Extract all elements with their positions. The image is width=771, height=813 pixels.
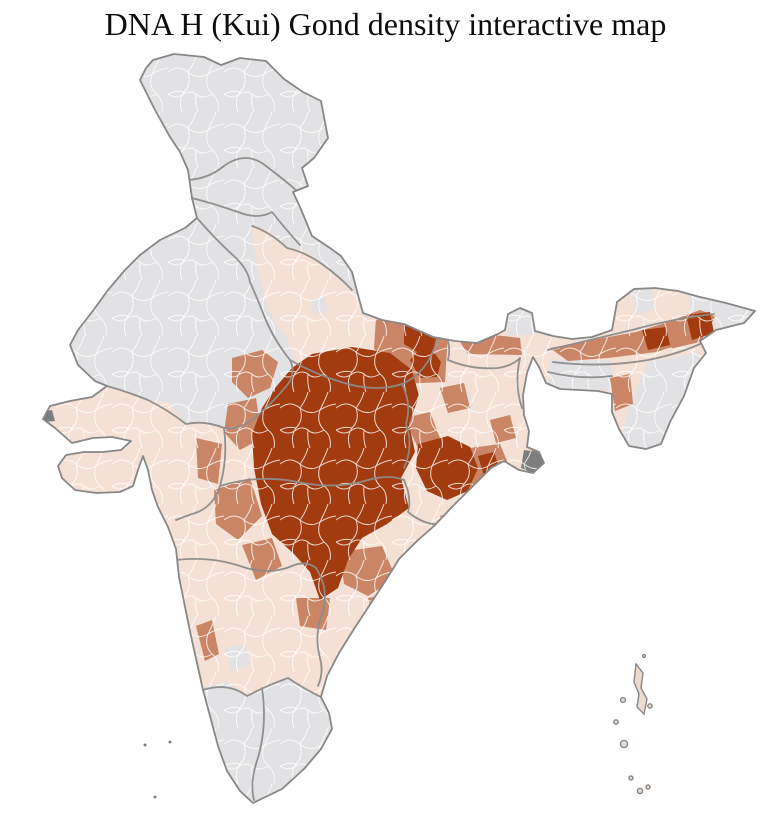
region-north-ap-medium[interactable]: [394, 566, 430, 608]
state-border-kerala-tn: [251, 687, 265, 801]
state-border-uttarakhand-up: [251, 225, 353, 291]
andaman-islet-2[interactable]: [613, 719, 619, 725]
india-outline: [42, 53, 756, 804]
state-border-gujarat-east: [175, 427, 227, 521]
state-border-bihar-bengal: [442, 329, 523, 409]
nicobar-islet-3[interactable]: [645, 784, 651, 790]
state-border-northeast: [547, 313, 715, 379]
state-border-karnataka-ap: [315, 567, 326, 687]
state-border-hp: [191, 197, 301, 246]
nicobar-islet-2[interactable]: [636, 787, 644, 795]
andaman-islet-3[interactable]: [619, 739, 629, 749]
state-border-punjab-haryana: [196, 217, 251, 283]
lakshadweep-islands[interactable]: [143, 740, 172, 799]
andaman-islet-1[interactable]: [647, 703, 653, 709]
state-border-chhattisgarh-odisha: [401, 383, 411, 469]
lakshadweep-islet-3[interactable]: [153, 795, 157, 799]
state-borders: [106, 157, 715, 801]
page-title: DNA H (Kui) Gond density interactive map: [104, 6, 667, 42]
lakshadweep-islet-1[interactable]: [143, 743, 147, 747]
state-border-rajasthan: [106, 281, 294, 430]
state-border-tn-north: [202, 677, 322, 698]
andaman-islet-4[interactable]: [619, 696, 627, 704]
andaman-nicobar-islands[interactable]: [613, 653, 653, 795]
andaman-islet-5[interactable]: [641, 653, 647, 659]
lakshadweep-islet-2[interactable]: [168, 740, 172, 744]
state-border-jk-south: [159, 157, 297, 191]
state-border-maharashtra-north: [219, 476, 405, 487]
andaman-main-island[interactable]: [633, 662, 648, 716]
state-border-maharashtra-south: [175, 557, 317, 572]
nicobar-islet-1[interactable]: [628, 775, 634, 781]
